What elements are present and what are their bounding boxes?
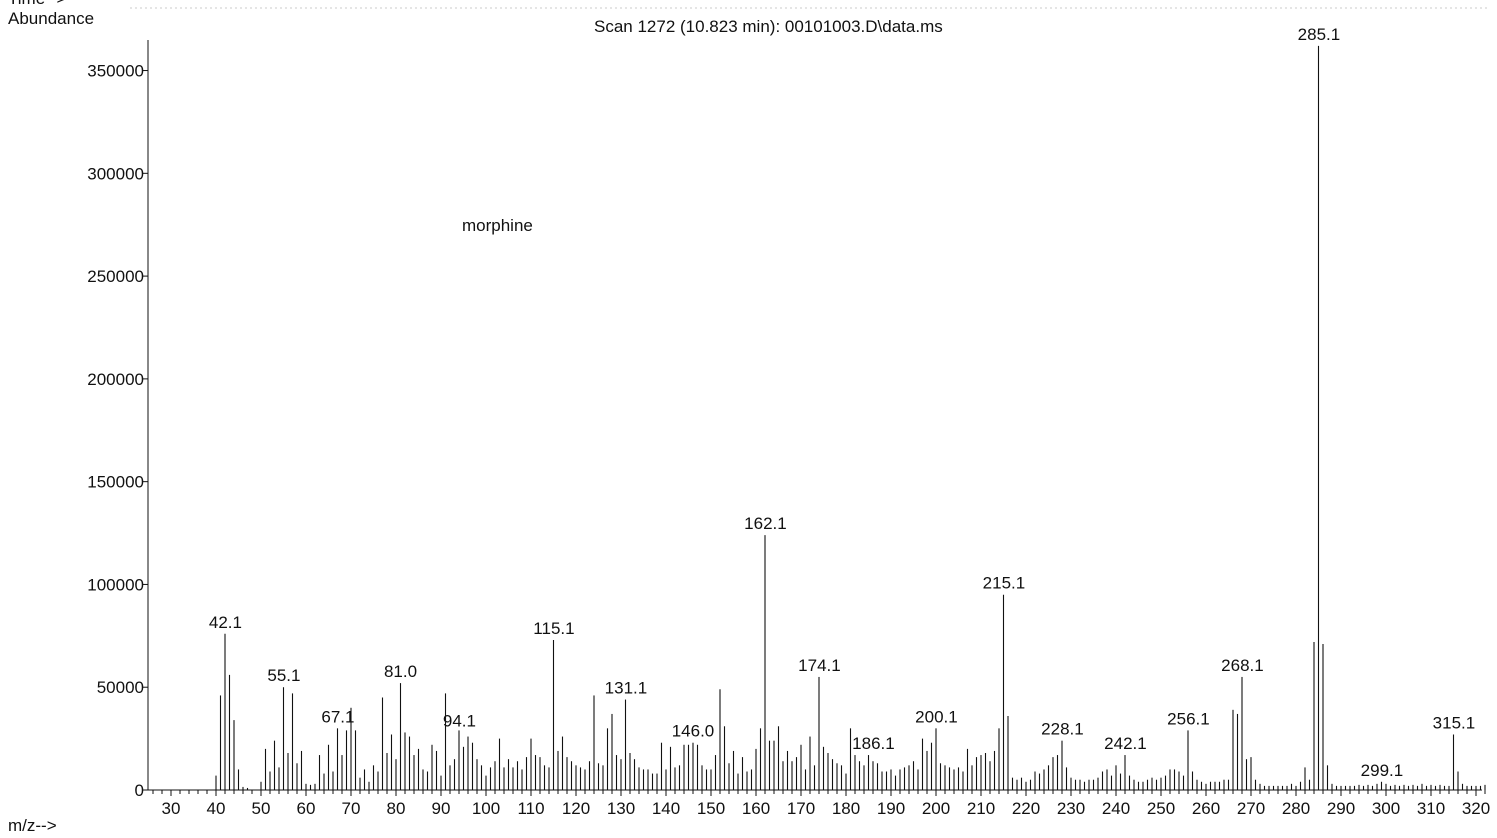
x-tick-label: 290	[1327, 799, 1355, 818]
y-tick-label: 50000	[97, 678, 144, 697]
x-tick-label: 80	[387, 799, 406, 818]
x-tick-label: 250	[1147, 799, 1175, 818]
peak-label: 186.1	[852, 734, 895, 753]
x-tick-label: 240	[1102, 799, 1130, 818]
x-axis-title: m/z-->	[8, 816, 57, 835]
peak-label: 228.1	[1041, 720, 1084, 739]
x-tick-label: 150	[697, 799, 725, 818]
peak-label: 242.1	[1104, 734, 1147, 753]
x-tick-label: 260	[1192, 799, 1220, 818]
x-tick-label: 190	[877, 799, 905, 818]
x-tick-label: 100	[472, 799, 500, 818]
x-tick-label: 180	[832, 799, 860, 818]
x-tick-label: 210	[967, 799, 995, 818]
peak-label: 67.1	[321, 707, 354, 726]
peak-label: 131.1	[605, 679, 648, 698]
peak-label: 200.1	[915, 707, 958, 726]
y-tick-label: 250000	[87, 267, 144, 286]
peak-labels: 42.1 55.1 67.1 81.0 94.1 115.1 131.1 146.0 162.1…	[209, 25, 1475, 780]
y-tick-label: 350000	[87, 62, 144, 81]
y-axis-title: Abundance	[8, 9, 95, 28]
x-tick-label: 220	[1012, 799, 1040, 818]
x-axis-ticks: 30 40 50 60 70 80 90 100 110 120 130 140 150 160 170 18…	[152, 790, 1490, 818]
peak-label: 315.1	[1433, 713, 1476, 732]
peak-label: 256.1	[1167, 709, 1210, 728]
peak-label: 42.1	[209, 613, 242, 632]
peak-label: 285.1	[1298, 25, 1341, 44]
time-axis-label: Time-->	[8, 0, 66, 9]
x-tick-label: 110	[517, 799, 544, 818]
x-tick-label: 50	[252, 799, 271, 818]
x-tick-label: 40	[207, 799, 226, 818]
x-tick-label: 320	[1462, 799, 1490, 818]
x-tick-label: 310	[1417, 799, 1445, 818]
peak-label: 146.0	[672, 722, 715, 741]
spectrum-peaks	[215, 45, 1486, 790]
y-tick-label: 0	[135, 781, 144, 800]
y-tick-label: 150000	[87, 473, 144, 492]
peak-label: 115.1	[533, 619, 574, 638]
chart-title: Scan 1272 (10.823 min): 00101003.D\data.…	[594, 17, 943, 36]
x-tick-label: 200	[922, 799, 950, 818]
x-tick-label: 160	[742, 799, 770, 818]
peak-label: 299.1	[1361, 761, 1404, 780]
x-tick-label: 270	[1237, 799, 1265, 818]
compound-annotation: morphine	[462, 216, 533, 235]
peak-label: 94.1	[443, 711, 476, 730]
x-tick-label: 30	[162, 799, 181, 818]
y-tick-label: 100000	[87, 575, 144, 594]
peak-label: 215.1	[983, 574, 1026, 593]
peak-label: 81.0	[384, 662, 417, 681]
x-tick-label: 170	[787, 799, 815, 818]
chart-axes	[147, 40, 1482, 791]
y-axis-ticks: 0 50000 100000 150000 200000 250000 300000 3500…	[87, 62, 148, 800]
peak-label: 162.1	[744, 514, 787, 533]
x-tick-label: 90	[432, 799, 451, 818]
y-tick-label: 200000	[87, 370, 144, 389]
x-tick-label: 60	[297, 799, 316, 818]
x-tick-label: 280	[1282, 799, 1310, 818]
y-tick-label: 300000	[87, 164, 144, 183]
x-tick-label: 300	[1372, 799, 1400, 818]
x-tick-label: 140	[652, 799, 680, 818]
peak-label: 174.1	[798, 656, 841, 675]
x-tick-label: 230	[1057, 799, 1085, 818]
x-tick-label: 120	[562, 799, 590, 818]
x-tick-label: 130	[607, 799, 635, 818]
peak-label: 268.1	[1221, 656, 1264, 675]
peak-label: 55.1	[267, 666, 300, 685]
x-tick-label: 70	[342, 799, 361, 818]
